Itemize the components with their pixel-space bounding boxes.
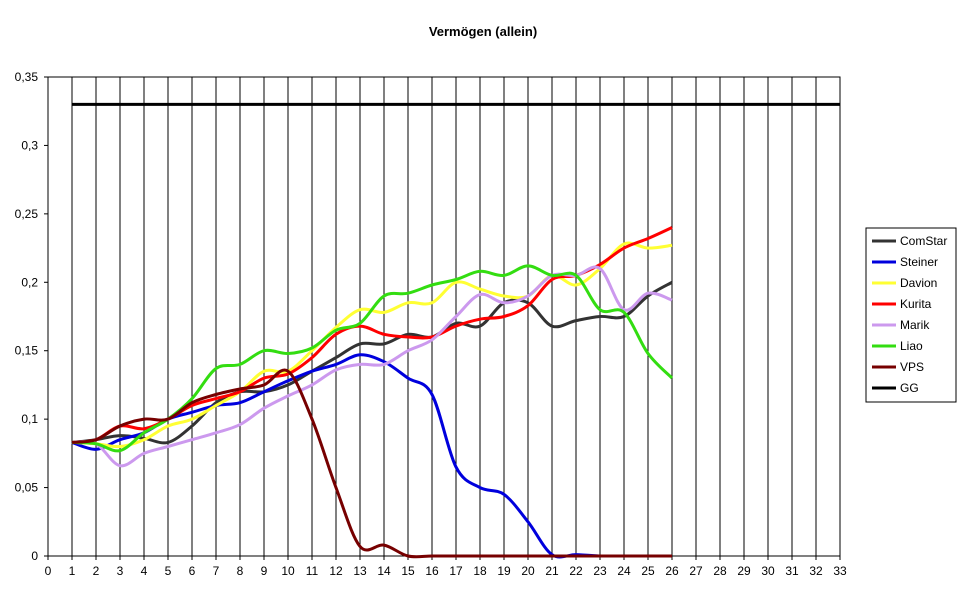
y-tick-label: 0,25 xyxy=(15,207,39,221)
x-tick-label: 26 xyxy=(665,564,679,578)
x-tick-label: 28 xyxy=(713,564,727,578)
legend-label-comstar: ComStar xyxy=(900,234,947,248)
x-tick-label: 10 xyxy=(281,564,295,578)
x-tick-label: 16 xyxy=(425,564,439,578)
y-tick-label: 0,1 xyxy=(21,412,38,426)
legend-label-steiner: Steiner xyxy=(900,255,938,269)
x-tick-label: 19 xyxy=(497,564,511,578)
x-tick-label: 7 xyxy=(213,564,220,578)
x-tick-label: 1 xyxy=(69,564,76,578)
x-tick-label: 0 xyxy=(45,564,52,578)
legend: ComStar Steiner Davion Kurita Marik Liao VPS GG xyxy=(865,227,957,403)
x-tick-label: 3 xyxy=(117,564,124,578)
x-tick-label: 25 xyxy=(641,564,655,578)
legend-label-liao: Liao xyxy=(900,339,923,353)
y-tick-label: 0,05 xyxy=(15,481,39,495)
x-tick-label: 13 xyxy=(353,564,367,578)
legend-label-kurita: Kurita xyxy=(900,297,932,311)
x-tick-label: 24 xyxy=(617,564,631,578)
x-tick-label: 30 xyxy=(761,564,775,578)
x-tick-label: 5 xyxy=(165,564,172,578)
plot-area: 0 1 2 3 4 5 6 7 8 9 10 11 12 13 14 15 16 17 18 19 20 21 22 23 24… xyxy=(15,70,847,578)
legend-label-vps: VPS xyxy=(900,360,924,374)
y-tick-label: 0,3 xyxy=(21,138,38,152)
y-tick-label: 0,2 xyxy=(21,275,38,289)
legend-label-davion: Davion xyxy=(900,276,937,290)
y-tick-label: 0 xyxy=(31,549,38,563)
legend-label-marik: Marik xyxy=(900,318,930,332)
series-line-comstar xyxy=(71,280,673,445)
x-tick-label: 6 xyxy=(189,564,196,578)
x-tick-label: 12 xyxy=(329,564,343,578)
x-tick-label: 20 xyxy=(521,564,535,578)
x-tick-label: 21 xyxy=(545,564,559,578)
y-tick-label: 0,35 xyxy=(15,70,39,84)
x-tick-label: 15 xyxy=(401,564,415,578)
x-tick-label: 23 xyxy=(593,564,607,578)
x-tick-label: 33 xyxy=(833,564,847,578)
x-tick-label: 29 xyxy=(737,564,751,578)
x-tick-label: 8 xyxy=(237,564,244,578)
x-tick-label: 32 xyxy=(809,564,823,578)
x-tick-label: 4 xyxy=(141,564,148,578)
x-tick-label: 31 xyxy=(785,564,799,578)
x-tick-label: 18 xyxy=(473,564,487,578)
x-tick-label: 27 xyxy=(689,564,703,578)
x-tick-label: 11 xyxy=(306,564,319,578)
plot-border xyxy=(47,76,841,557)
x-tick-label: 2 xyxy=(93,564,100,578)
x-tick-label: 14 xyxy=(377,564,391,578)
y-tick-label: 0,15 xyxy=(15,344,39,358)
series-line-vps xyxy=(71,368,672,559)
x-tick-label: 17 xyxy=(449,564,463,578)
chart-title: Vermögen (allein) xyxy=(429,24,537,39)
legend-box xyxy=(865,227,957,403)
legend-label-gg: GG xyxy=(900,381,919,395)
x-tick-label: 9 xyxy=(261,564,268,578)
x-tick-label: 22 xyxy=(569,564,583,578)
